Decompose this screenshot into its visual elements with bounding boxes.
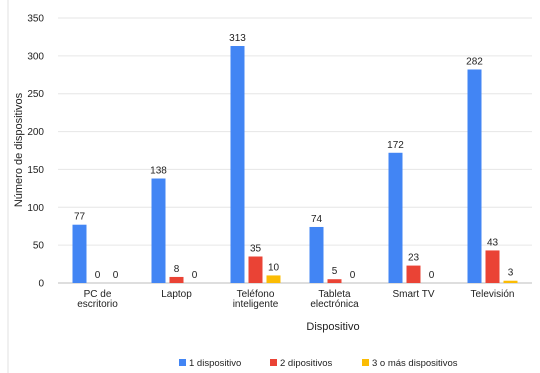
data-labels: 77 0 0 138 8 0 313 35 10 74 5 0 172 23 0 282 43 3 [74, 33, 514, 281]
bar [406, 265, 421, 283]
y-tick-label: 250 [27, 89, 44, 100]
y-tick-label: 150 [27, 165, 44, 176]
category-label: PC de [84, 289, 112, 300]
category-label: escritorio [77, 299, 118, 310]
data-label: 35 [250, 244, 262, 255]
legend-label: 2 dipositivos [280, 358, 333, 369]
bar [485, 250, 500, 283]
data-label: 43 [487, 237, 499, 248]
bar [248, 256, 263, 283]
bar [169, 276, 184, 283]
bar [266, 275, 281, 283]
data-label: 8 [174, 264, 180, 275]
data-label: 77 [74, 212, 86, 223]
gridlines [58, 17, 532, 284]
category-label: inteligente [233, 299, 279, 310]
y-tick-label: 350 [27, 14, 44, 25]
bar [327, 279, 342, 283]
bar [467, 69, 482, 283]
data-label: 3 [508, 268, 514, 279]
y-tick-labels: 0 50 100 150 200 250 300 350 [27, 14, 44, 290]
y-tick-label: 100 [27, 203, 44, 214]
data-label: 23 [408, 253, 420, 264]
category-label: Smart TV [392, 289, 434, 300]
data-label: 282 [466, 56, 483, 67]
data-label: 5 [332, 266, 338, 277]
bar [309, 226, 324, 283]
category-label: Tableta [318, 289, 351, 300]
category-label: electrónica [310, 299, 359, 310]
legend-swatch [270, 359, 277, 366]
category-label: Televisión [471, 289, 515, 300]
data-label: 0 [192, 270, 198, 281]
legend-swatch [362, 359, 369, 366]
bar [503, 280, 518, 283]
bar [230, 46, 245, 284]
data-label: 313 [229, 33, 246, 44]
bar-series [72, 46, 518, 284]
bar [151, 178, 166, 283]
category-label: Teléfono [237, 289, 275, 300]
y-tick-label: 300 [27, 51, 44, 62]
data-label: 0 [429, 270, 435, 281]
data-label: 10 [268, 262, 280, 273]
y-tick-label: 0 [38, 279, 44, 290]
data-label: 0 [113, 270, 119, 281]
data-label: 74 [311, 214, 323, 225]
x-axis-title: Dispositivo [306, 321, 359, 333]
legend: 1 dispositivo 2 dipositivos 3 o más dispos… [179, 358, 458, 369]
y-tick-label: 200 [27, 127, 44, 138]
data-label: 0 [350, 270, 356, 281]
bar [72, 224, 87, 283]
legend-swatch [179, 359, 186, 366]
legend-label: 1 dispositivo [189, 358, 241, 369]
y-axis-title: Número de dispositivos [13, 92, 25, 207]
data-label: 138 [150, 166, 167, 177]
data-label: 172 [387, 140, 404, 151]
legend-label: 3 o más dispositivos [372, 358, 458, 369]
bar [388, 152, 403, 283]
data-label: 0 [95, 270, 101, 281]
category-label: Laptop [161, 289, 192, 300]
y-tick-label: 50 [33, 241, 45, 252]
